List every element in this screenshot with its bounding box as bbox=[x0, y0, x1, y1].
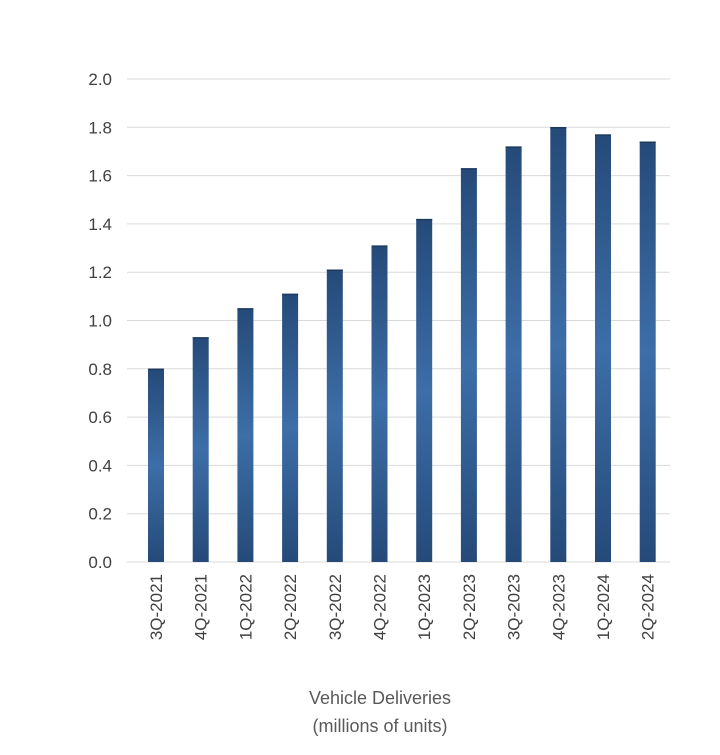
y-tick-label: 1.0 bbox=[88, 312, 112, 331]
gridlines bbox=[127, 78, 670, 563]
y-axis-ticks: 0.0 0.2 0.4 0.6 0.8 1.0 1.2 1.4 1.6 1.8 2.0 bbox=[88, 70, 112, 572]
x-axis-title-line1: Vehicle Deliveries bbox=[308, 688, 452, 708]
y-tick-label: 0.0 bbox=[88, 553, 112, 572]
bar-4Q-2022 bbox=[371, 245, 388, 562]
bar-1Q-2024 bbox=[595, 134, 611, 563]
bar-3Q-2023 bbox=[505, 146, 522, 562]
y-tick-label: 1.6 bbox=[88, 167, 112, 186]
bar-2Q-2024 bbox=[639, 141, 656, 563]
x-tick-label: 4Q-2023 bbox=[549, 574, 568, 640]
x-tick-label: 4Q-2021 bbox=[192, 574, 211, 640]
y-tick-label: 0.2 bbox=[88, 505, 112, 524]
x-tick-label: 1Q-2023 bbox=[415, 574, 434, 640]
x-tick-label: 1Q-2022 bbox=[236, 574, 255, 640]
bar-1Q-2023 bbox=[416, 219, 433, 562]
y-tick-label: 0.6 bbox=[88, 408, 112, 427]
y-tick-label: 0.4 bbox=[88, 456, 112, 475]
x-axis-ticks: 3Q-2021 4Q-2021 1Q-2022 2Q-2022 3Q-2022 4Q-20… bbox=[147, 574, 658, 640]
bar-4Q-2023 bbox=[550, 127, 567, 563]
bar-3Q-2021 bbox=[148, 368, 164, 562]
bar-3Q-2022 bbox=[326, 269, 343, 562]
x-axis-title-line2: (millions of units) bbox=[312, 716, 448, 736]
bar-1Q-2022 bbox=[237, 308, 254, 562]
x-tick-label: 2Q-2022 bbox=[281, 574, 300, 640]
x-tick-label: 2Q-2023 bbox=[460, 574, 479, 640]
bar-4Q-2021 bbox=[192, 337, 209, 562]
y-tick-label: 1.4 bbox=[88, 215, 112, 234]
x-tick-label: 3Q-2021 bbox=[147, 574, 166, 640]
bar-2Q-2023 bbox=[460, 168, 477, 563]
x-tick-label: 2Q-2024 bbox=[639, 574, 658, 640]
y-tick-label: 1.8 bbox=[88, 118, 112, 137]
x-tick-label: 3Q-2022 bbox=[326, 574, 345, 640]
bars bbox=[148, 127, 656, 563]
y-tick-label: 1.2 bbox=[88, 263, 112, 282]
y-tick-label: 0.8 bbox=[88, 360, 112, 379]
bar-2Q-2022 bbox=[282, 293, 299, 562]
x-tick-label: 1Q-2024 bbox=[594, 574, 613, 640]
y-tick-label: 2.0 bbox=[88, 70, 112, 89]
x-tick-label: 4Q-2022 bbox=[371, 574, 390, 640]
x-tick-label: 3Q-2023 bbox=[505, 574, 524, 640]
